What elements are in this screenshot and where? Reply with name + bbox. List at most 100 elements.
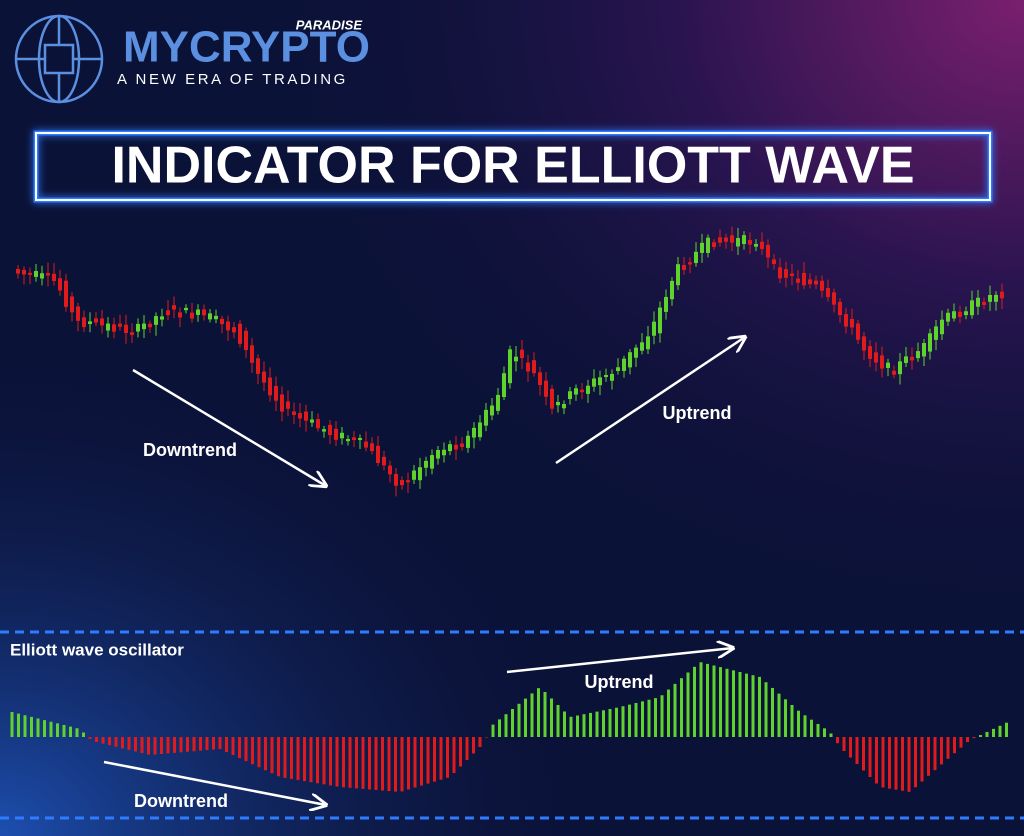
title: INDICATOR FOR ELLIOTT WAVE [111,137,914,195]
histogram-bar [959,737,963,748]
histogram-bar [634,703,638,737]
histogram-bar [1005,722,1008,737]
candle-body [322,429,326,432]
histogram-bar [530,693,534,737]
histogram-bar [563,711,566,737]
candle-body [292,411,296,415]
candle-body [184,307,188,311]
candle-body [928,333,932,352]
oscillator-histogram [10,662,1008,792]
candle-body [442,449,446,456]
candle-body [400,480,404,486]
candle-body [406,480,410,483]
histogram-bar [504,714,508,737]
candle-body [772,259,776,265]
candle-body [574,388,578,395]
candle-body [856,323,860,340]
candle-body [310,419,314,423]
candle-body [808,279,812,285]
histogram-bar [101,737,105,744]
candle-body [532,360,536,374]
histogram-bar [985,731,989,737]
histogram-bar [231,737,235,756]
histogram-bar [543,692,547,737]
histogram-bar [621,706,625,737]
histogram-bar [56,723,59,737]
candle-body [22,269,26,275]
candle-body [58,278,62,291]
histogram-bar [615,707,618,737]
histogram-bar [114,737,118,747]
candle-body [280,394,284,412]
candle-body [304,411,308,421]
candle-body [358,438,362,441]
trend-arrow [555,337,745,465]
candle-body [232,327,236,333]
histogram-bar [556,705,560,737]
histogram-bar [836,737,839,744]
candle-body [886,362,890,368]
candle-body [850,318,854,328]
histogram-bar [82,732,85,737]
histogram-bar [485,737,488,738]
histogram-bar [966,737,969,743]
candle-body [784,269,788,278]
histogram-bar [790,705,794,737]
candle-body [880,355,884,369]
histogram-bar [166,737,170,754]
histogram-bar [511,709,514,737]
histogram-bar [582,714,586,737]
histogram-bar [478,737,482,747]
candle-body [874,352,878,363]
histogram-bar [75,728,79,737]
histogram-bar [121,737,124,749]
candle-body [790,273,794,276]
candle-body [820,280,824,291]
candle-body [598,377,602,386]
candle-body [796,278,800,283]
histogram-bar [368,737,371,790]
histogram-bar [296,737,300,780]
histogram-bar [940,737,943,765]
histogram-bar [387,737,391,792]
candle-body [196,309,200,315]
histogram-bar [829,733,833,737]
histogram-bar [173,737,176,753]
histogram-bar [452,737,456,773]
candle-body [142,323,146,330]
candle-body [778,267,782,279]
histogram-bar [361,737,365,789]
candle-body [1000,291,1004,299]
candle-body [376,445,380,463]
candle-body [526,362,530,372]
candle-body [490,405,494,416]
candle-body [34,271,38,277]
candle-body [370,443,374,452]
histogram-bar [823,728,826,737]
histogram-bar [218,737,222,749]
candle-body [910,356,914,361]
histogram-bar [816,724,820,737]
candle-body [862,336,866,351]
histogram-bar [810,719,813,737]
candle-body [664,296,668,312]
histogram-bar [69,726,72,737]
candle-body [640,342,644,351]
candle-body [718,237,722,243]
histogram-bar [43,720,46,737]
candle-body [352,437,356,441]
candle-body [940,319,944,335]
candle-body [316,419,320,429]
histogram-bar [244,737,248,762]
candle-body [682,265,686,270]
candle-body [538,372,542,386]
candle-body [268,377,272,396]
histogram-bar [660,695,664,737]
histogram-bar [589,712,592,737]
histogram-bar [888,737,891,789]
candle-body [388,465,392,475]
histogram-bar [862,737,865,771]
histogram-bar [524,698,527,737]
